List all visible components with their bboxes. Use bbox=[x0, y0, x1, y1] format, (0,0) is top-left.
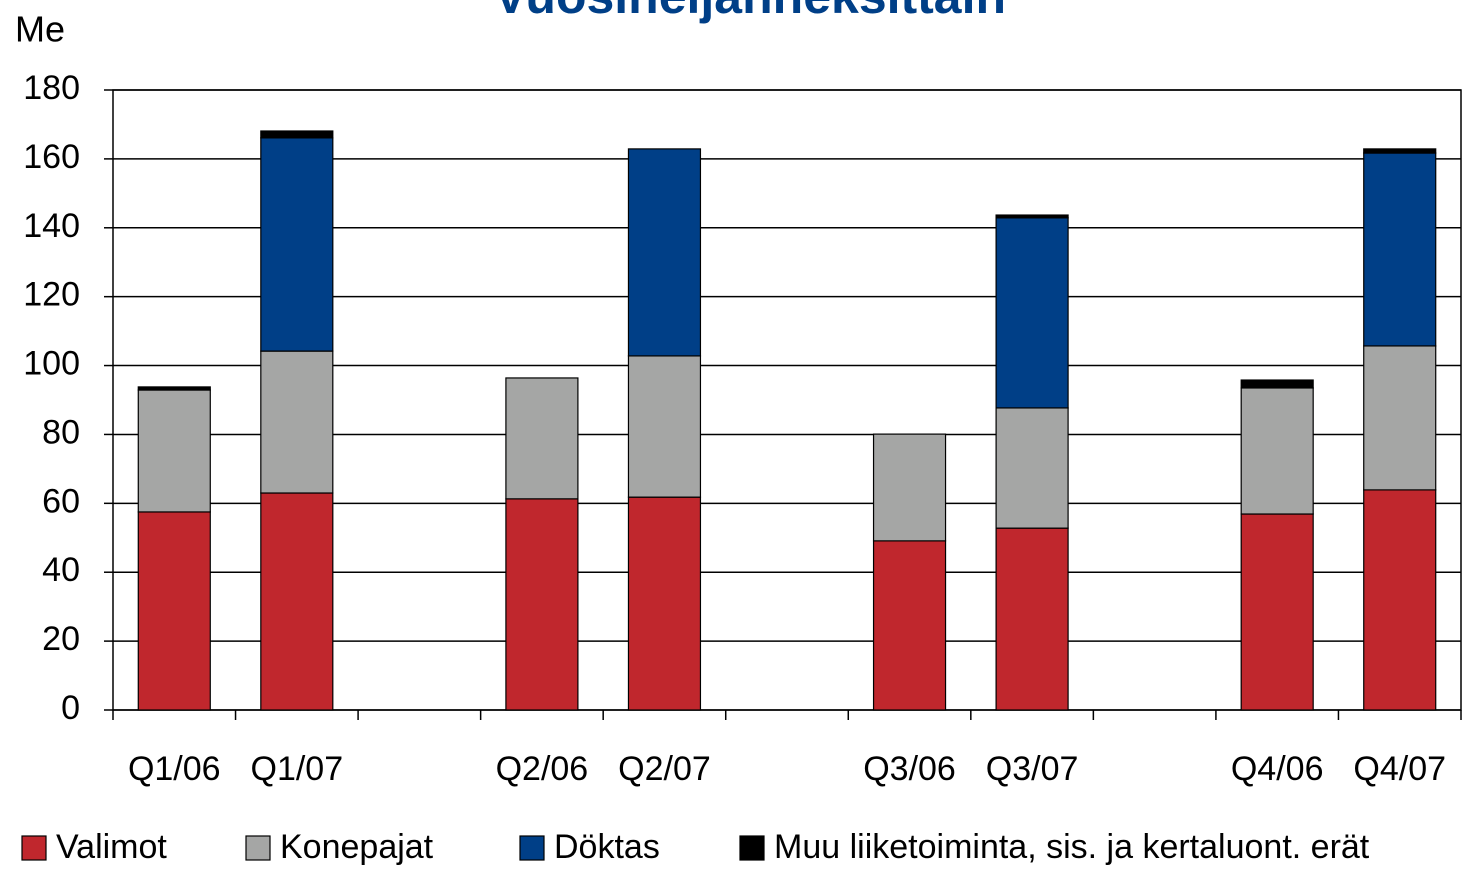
y-tick-label: 80 bbox=[42, 413, 80, 451]
legend-swatch bbox=[739, 835, 765, 861]
bar-segment bbox=[995, 217, 1069, 409]
bar-segment bbox=[1240, 379, 1314, 389]
bar-segment bbox=[995, 214, 1069, 219]
y-tick-label: 180 bbox=[23, 69, 80, 107]
bar-segment bbox=[1363, 489, 1437, 711]
bar-segment bbox=[627, 496, 702, 711]
bar-segment bbox=[872, 433, 947, 542]
legend-swatch bbox=[519, 835, 545, 861]
bar-segment bbox=[260, 350, 334, 494]
bar-segment bbox=[872, 540, 947, 711]
x-tick-label: Q4/07 bbox=[1353, 750, 1446, 788]
x-tick-label: Q3/07 bbox=[986, 750, 1079, 788]
bar-segment bbox=[505, 498, 579, 711]
bar-segment bbox=[260, 137, 334, 352]
legend-swatch bbox=[245, 835, 271, 861]
bar-segment bbox=[627, 355, 702, 498]
bar-segment bbox=[505, 377, 579, 500]
chart-title: Vuosineljänneksittäin bbox=[494, 0, 1006, 24]
x-tick-label: Q1/07 bbox=[251, 750, 344, 788]
x-tick-label: Q2/07 bbox=[618, 750, 711, 788]
bar-segment bbox=[260, 492, 334, 711]
y-tick-label: 160 bbox=[23, 138, 80, 176]
x-tick-label: Q1/06 bbox=[128, 750, 221, 788]
legend-label: Konepajat bbox=[280, 828, 434, 866]
legend-label: Valimot bbox=[56, 828, 167, 866]
legend-swatch bbox=[21, 835, 47, 861]
bar-segment bbox=[995, 407, 1069, 529]
bar-segment bbox=[1363, 345, 1437, 491]
bar-segment bbox=[137, 511, 211, 711]
bar-segment bbox=[1240, 387, 1314, 515]
bar-segment bbox=[627, 148, 702, 357]
y-tick-label: 40 bbox=[42, 551, 80, 589]
y-tick-label: 120 bbox=[23, 276, 80, 314]
bar-segment bbox=[260, 130, 334, 139]
x-tick-label: Q2/06 bbox=[496, 750, 589, 788]
bar-segment bbox=[137, 386, 211, 391]
bar-segment bbox=[137, 389, 211, 513]
x-tick-label: Q3/06 bbox=[863, 750, 956, 788]
bar-segment bbox=[995, 527, 1069, 711]
plot-frame bbox=[112, 89, 1462, 711]
legend-label: Muu liiketoiminta, sis. ja kertaluont. e… bbox=[774, 828, 1370, 866]
bar-segment bbox=[1363, 152, 1437, 347]
x-tick-label: Q4/06 bbox=[1231, 750, 1324, 788]
y-tick-label: 0 bbox=[61, 689, 80, 727]
bar-segment bbox=[1363, 148, 1437, 154]
legend-label: Döktas bbox=[554, 828, 660, 866]
bar-segment bbox=[1240, 513, 1314, 711]
y-axis-label: Me bbox=[15, 9, 65, 50]
y-tick-label: 100 bbox=[23, 345, 80, 383]
y-tick-label: 20 bbox=[42, 620, 80, 658]
y-tick-label: 60 bbox=[42, 482, 80, 520]
y-tick-label: 140 bbox=[23, 207, 80, 245]
